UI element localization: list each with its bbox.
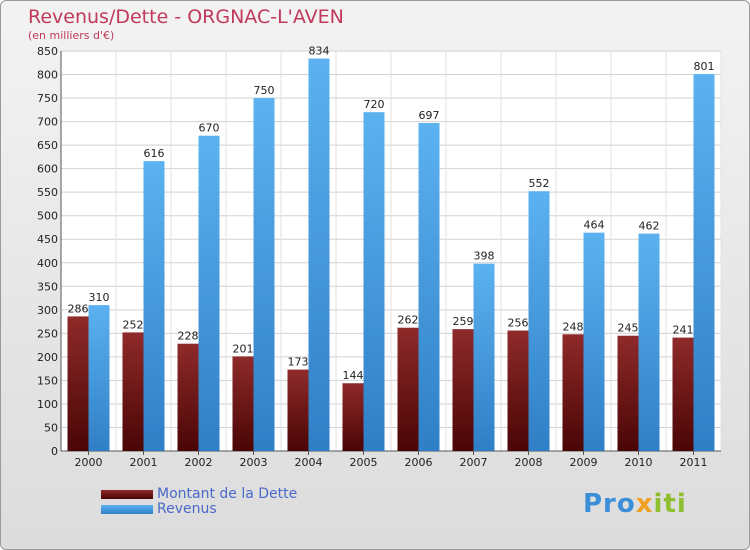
data-label-debt: 248 — [563, 320, 584, 333]
x-tick-label: 2007 — [460, 456, 488, 469]
y-tick-label: 800 — [37, 69, 58, 82]
x-tick-label: 2006 — [405, 456, 433, 469]
y-tick-label: 750 — [37, 92, 58, 105]
data-label-revenue: 720 — [364, 98, 385, 111]
x-tick-label: 2002 — [185, 456, 213, 469]
data-label-debt: 252 — [123, 318, 144, 331]
x-tick-label: 2009 — [570, 456, 598, 469]
y-tick-label: 550 — [37, 186, 58, 199]
bar-revenue — [473, 263, 495, 451]
y-tick-label: 600 — [37, 163, 58, 176]
bar-debt — [507, 330, 529, 451]
data-label-debt: 173 — [288, 356, 309, 369]
chart-title: Revenus/Dette - ORGNAC-L'AVEN — [28, 6, 344, 28]
labels-layer: 0 50 100 150 200 250 300 350 400 450 500 550 600 650 7… — [37, 45, 715, 469]
data-label-revenue: 464 — [584, 219, 605, 232]
x-tick-label: 2011 — [680, 456, 708, 469]
bar-debt — [67, 316, 89, 451]
data-label-revenue: 834 — [309, 45, 330, 58]
legend-swatch-debt — [101, 490, 153, 499]
y-tick-label: 150 — [37, 374, 58, 387]
data-label-debt: 144 — [343, 369, 364, 382]
bar-debt — [617, 335, 639, 451]
x-tick-label: 2001 — [130, 456, 158, 469]
bar-debt — [342, 383, 364, 451]
chart-subtitle: (en milliers d'€) — [28, 29, 115, 42]
bar-revenue — [583, 232, 605, 451]
y-tick-label: 400 — [37, 257, 58, 270]
x-tick-label: 2004 — [295, 456, 323, 469]
y-tick-label: 100 — [37, 398, 58, 411]
data-label-revenue: 801 — [694, 60, 715, 73]
data-label-debt: 256 — [508, 317, 529, 330]
bar-revenue — [418, 123, 440, 451]
bar-revenue — [638, 233, 660, 451]
y-tick-label: 350 — [37, 280, 58, 293]
bars-layer — [67, 58, 715, 452]
bar-revenue — [693, 74, 715, 451]
legend-label-revenue: Revenus — [157, 501, 217, 517]
data-label-debt: 201 — [233, 342, 254, 355]
x-tick-label: 2000 — [75, 456, 103, 469]
data-label-revenue: 398 — [474, 250, 495, 263]
x-tick-label: 2005 — [350, 456, 378, 469]
data-label-debt: 245 — [618, 322, 639, 335]
y-tick-label: 450 — [37, 233, 58, 246]
data-label-revenue: 310 — [89, 291, 110, 304]
proxiti-logo: Proxiti — [583, 489, 687, 519]
bar-debt — [122, 332, 144, 451]
bar-debt — [452, 329, 474, 451]
bar-debt — [562, 334, 584, 451]
data-label-revenue: 670 — [199, 122, 220, 135]
bar-debt — [672, 337, 694, 451]
bar-debt — [232, 356, 254, 451]
y-tick-label: 50 — [44, 421, 58, 434]
data-label-revenue: 616 — [144, 147, 165, 160]
bar-revenue — [198, 135, 220, 452]
legend-label-debt: Montant de la Dette — [157, 486, 298, 502]
bar-revenue — [308, 58, 330, 451]
bar-debt — [177, 343, 199, 451]
y-tick-label: 850 — [37, 45, 58, 58]
y-tick-label: 650 — [37, 139, 58, 152]
bar-revenue — [88, 305, 110, 451]
data-label-debt: 241 — [673, 324, 694, 337]
data-label-revenue: 462 — [639, 220, 660, 233]
grid-layer — [60, 50, 722, 455]
bar-revenue — [143, 161, 165, 451]
x-tick-label: 2003 — [240, 456, 268, 469]
x-tick-label: 2008 — [515, 456, 543, 469]
y-tick-label: 0 — [51, 445, 58, 458]
bar-revenue — [528, 191, 550, 451]
y-tick-label: 700 — [37, 116, 58, 129]
bar-debt — [287, 369, 309, 451]
bar-debt — [397, 327, 419, 451]
y-tick-label: 250 — [37, 327, 58, 340]
data-label-revenue: 697 — [419, 109, 440, 122]
y-tick-label: 300 — [37, 304, 58, 317]
data-label-debt: 286 — [68, 302, 89, 315]
x-tick-label: 2010 — [625, 456, 653, 469]
data-label-debt: 262 — [398, 314, 419, 327]
y-tick-label: 200 — [37, 351, 58, 364]
bar-revenue — [363, 112, 385, 452]
legend-swatch-revenue — [101, 505, 153, 514]
y-tick-label: 500 — [37, 210, 58, 223]
bar-revenue — [253, 98, 275, 451]
data-label-revenue: 750 — [254, 84, 275, 97]
data-label-debt: 259 — [453, 315, 474, 328]
data-label-revenue: 552 — [529, 177, 550, 190]
data-label-debt: 228 — [178, 330, 199, 343]
